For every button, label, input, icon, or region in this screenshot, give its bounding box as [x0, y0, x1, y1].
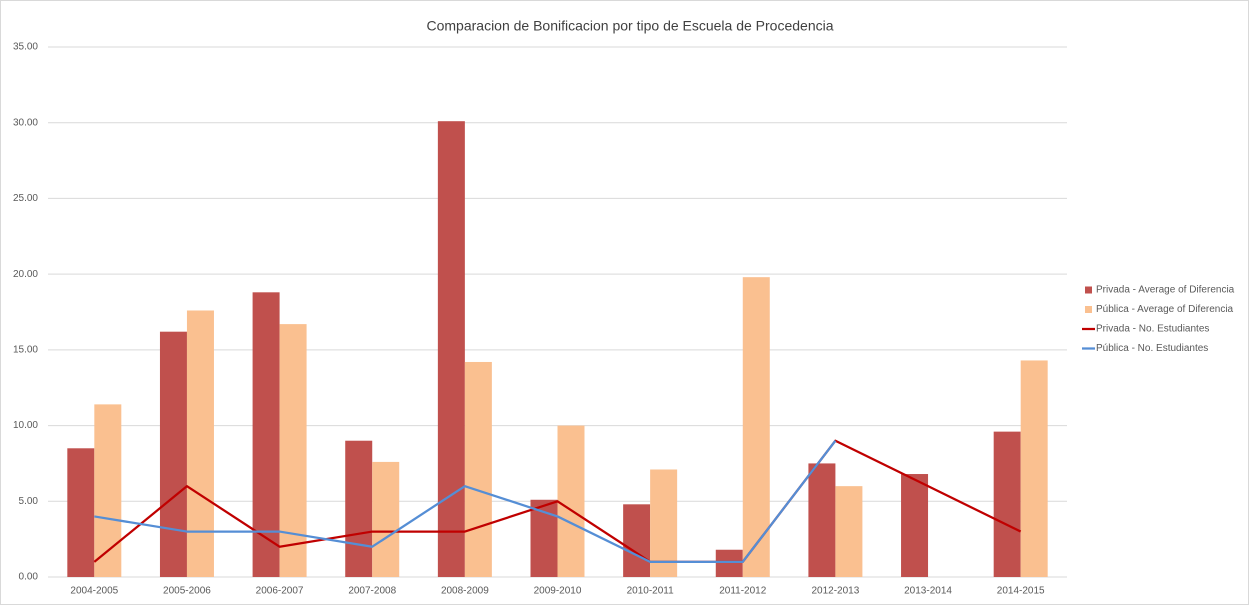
- bar: [372, 461, 400, 577]
- bar: [835, 486, 863, 577]
- line: [94, 440, 837, 563]
- x-tick-label: 2007-2008: [348, 586, 396, 597]
- line: [93, 439, 1022, 563]
- legend-label: Privada - Average of Diferencia: [1096, 285, 1235, 296]
- legend-label: Pública - Average of Diferencia: [1096, 304, 1234, 315]
- x-tick-label: 2014-2015: [997, 586, 1045, 597]
- bar: [993, 431, 1021, 577]
- y-tick-label: 20.00: [13, 269, 38, 280]
- y-tick-label: 15.00: [13, 344, 38, 355]
- y-tick-label: 25.00: [13, 193, 38, 204]
- x-tick-label: 2011-2012: [719, 586, 767, 597]
- bar: [464, 361, 492, 577]
- bar: [186, 310, 214, 577]
- bar: [1020, 360, 1048, 577]
- x-tick-label: 2010-2011: [627, 586, 675, 597]
- y-tick-label: 10.00: [13, 420, 38, 431]
- y-tick-label: 0.00: [19, 572, 39, 583]
- y-tick-label: 30.00: [13, 117, 38, 128]
- y-tick-label: 35.00: [13, 42, 38, 53]
- bar: [94, 404, 122, 577]
- bar: [650, 469, 678, 577]
- legend-label: Pública - No. Estudiantes: [1096, 343, 1208, 354]
- bar: [67, 448, 95, 577]
- x-tick-label: 2012-2013: [811, 586, 859, 597]
- x-tick-label: 2009-2010: [534, 586, 582, 597]
- x-tick-label: 2005-2006: [163, 586, 211, 597]
- bar: [901, 474, 929, 577]
- legend-swatch: [1085, 306, 1092, 313]
- bar: [623, 504, 651, 577]
- bar: [557, 425, 585, 577]
- y-tick-label: 5.00: [19, 496, 39, 507]
- bar: [252, 292, 280, 577]
- x-tick-label: 2006-2007: [256, 586, 304, 597]
- bar: [715, 549, 743, 577]
- bar: [279, 324, 307, 577]
- bar: [437, 121, 465, 577]
- bar: [808, 463, 836, 577]
- bar: [159, 331, 187, 577]
- bar: [742, 277, 770, 577]
- bar: [345, 440, 373, 577]
- x-tick-label: 2004-2005: [70, 586, 118, 597]
- chart-title: Comparacion de Bonificacion por tipo de …: [426, 18, 833, 34]
- x-tick-label: 2013-2014: [904, 586, 952, 597]
- legend-swatch: [1085, 286, 1092, 294]
- x-tick-label: 2008-2009: [441, 586, 489, 597]
- legend-label: Privada - No. Estudiantes: [1096, 324, 1209, 335]
